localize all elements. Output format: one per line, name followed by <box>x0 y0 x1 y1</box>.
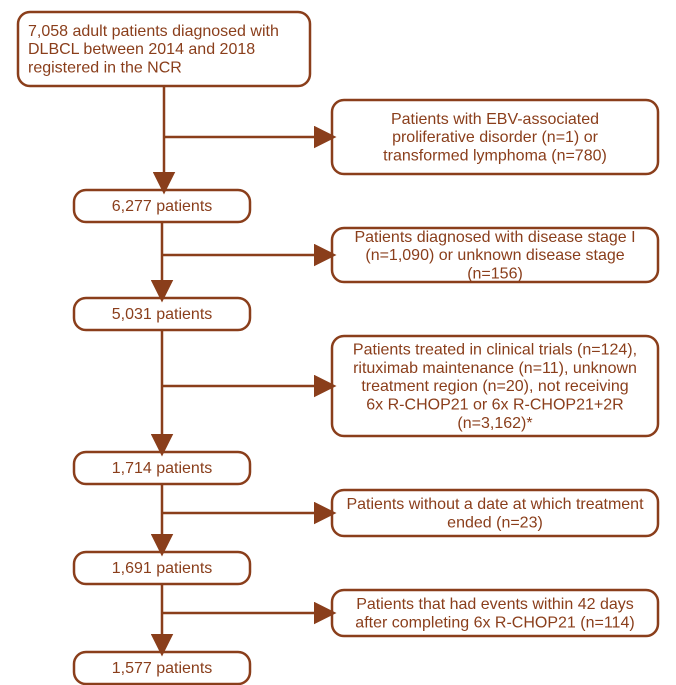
flow-box-text: (n=156) <box>467 266 523 283</box>
flow-box-text: Patients treated in clinical trials (n=1… <box>353 341 637 358</box>
flow-box-text: 5,031 patients <box>112 306 213 323</box>
flow-box-ex3: Patients treated in clinical trials (n=1… <box>332 336 658 436</box>
flow-box-text: rituximab maintenance (n=11), unknown <box>353 360 637 377</box>
flow-box-text: proliferative disorder (n=1) or <box>392 129 599 146</box>
flow-box-text: DLBCL between 2014 and 2018 <box>28 41 255 58</box>
flow-box-text: 6x R-CHOP21 or 6x R-CHOP21+2R <box>366 397 623 414</box>
flowchart: 7,058 adult patients diagnosed withDLBCL… <box>0 0 676 685</box>
flow-box-text: 1,577 patients <box>112 660 213 677</box>
flow-box-text: 1,691 patients <box>112 560 213 577</box>
flow-box-n5031: 5,031 patients <box>74 298 250 330</box>
flow-box-ex5: Patients that had events within 42 daysa… <box>332 590 658 636</box>
flow-box-n1577: 1,577 patients <box>74 652 250 684</box>
flow-box-text: transformed lymphoma (n=780) <box>383 148 607 165</box>
flow-box-text: (n=1,090) or unknown disease stage <box>365 247 624 264</box>
flow-box-ex4: Patients without a date at which treatme… <box>332 490 658 536</box>
flow-box-text: after completing 6x R-CHOP21 (n=114) <box>355 614 634 631</box>
flow-box-ex1: Patients with EBV-associatedproliferativ… <box>332 100 658 174</box>
flow-box-n1714: 1,714 patients <box>74 452 250 484</box>
flow-box-text: Patients with EBV-associated <box>391 111 599 128</box>
flow-box-text: (n=3,162)* <box>457 415 532 432</box>
flow-box-text: Patients diagnosed with disease stage I <box>354 229 635 246</box>
flow-box-start: 7,058 adult patients diagnosed withDLBCL… <box>18 12 310 86</box>
flow-box-text: 7,058 adult patients diagnosed with <box>28 23 279 40</box>
flow-box-text: ended (n=23) <box>447 514 543 531</box>
flow-box-text: treatment region (n=20), not receiving <box>361 378 628 395</box>
flow-box-text: registered in the NCR <box>28 60 182 77</box>
flow-box-text: 1,714 patients <box>112 460 213 477</box>
flow-box-text: Patients without a date at which treatme… <box>346 496 644 513</box>
flow-box-ex2: Patients diagnosed with disease stage I(… <box>332 228 658 283</box>
flow-box-n1691: 1,691 patients <box>74 552 250 584</box>
flow-box-n6277: 6,277 patients <box>74 190 250 222</box>
flow-box-text: Patients that had events within 42 days <box>356 596 634 613</box>
flow-box-text: 6,277 patients <box>112 198 213 215</box>
